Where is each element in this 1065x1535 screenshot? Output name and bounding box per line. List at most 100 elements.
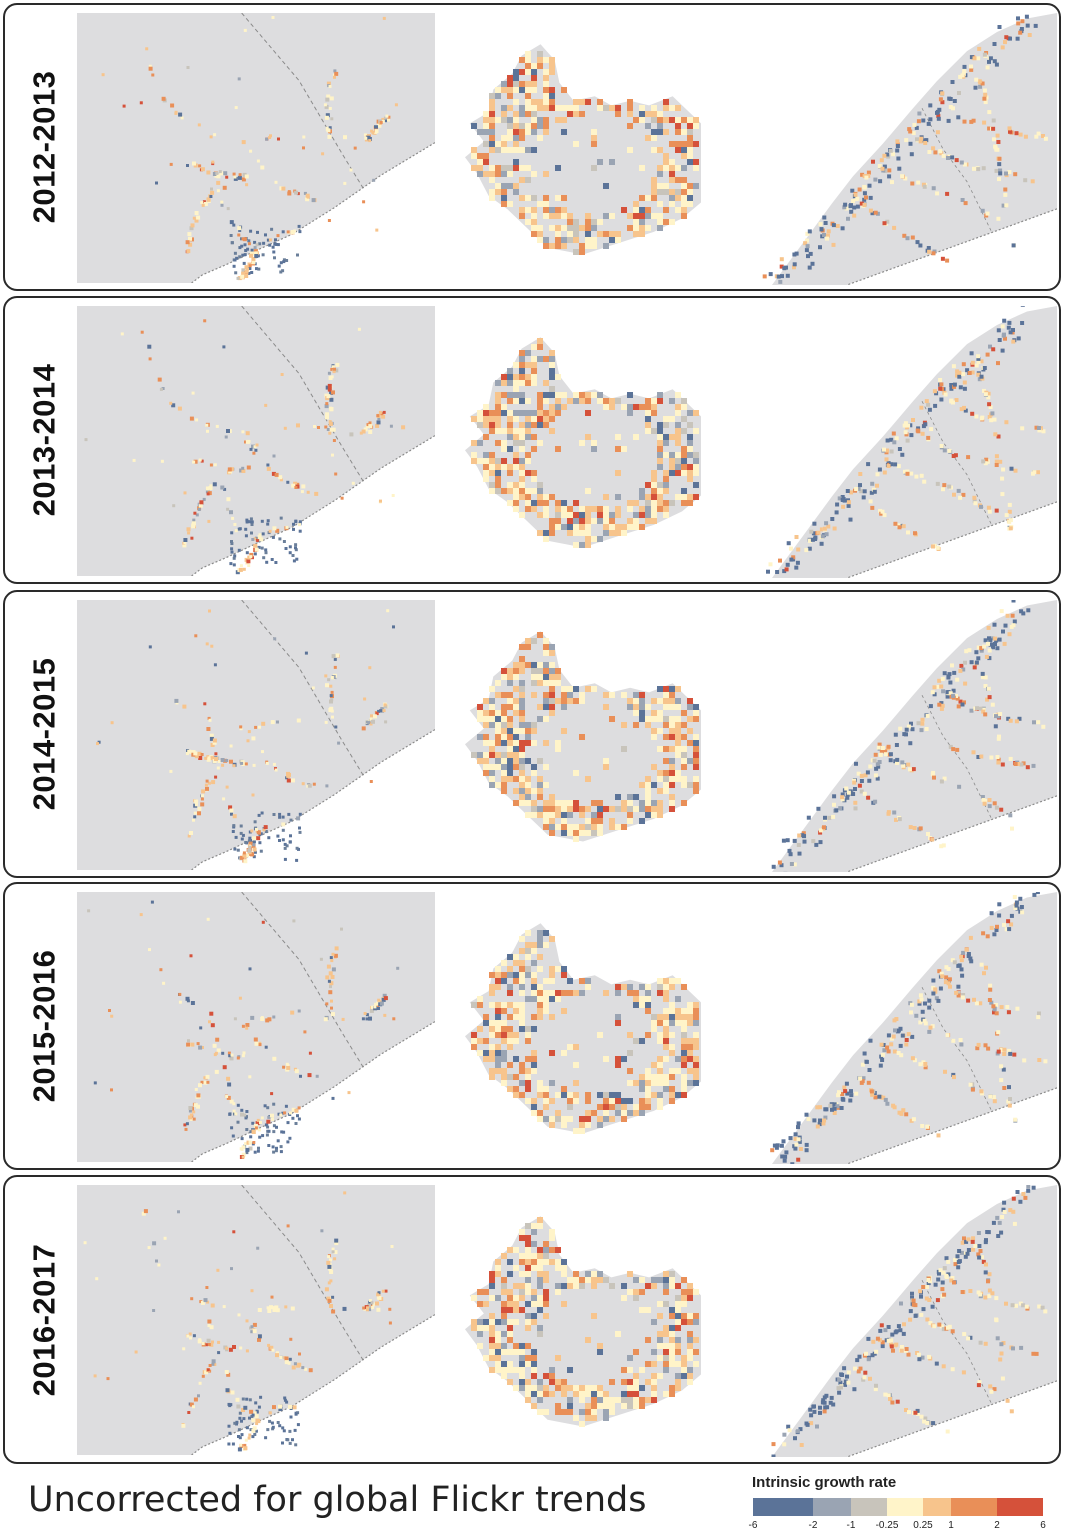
growth-cell (999, 1351, 1004, 1356)
growth-cell (919, 1414, 924, 1419)
growth-cell (525, 494, 531, 500)
growth-cell (477, 410, 483, 416)
growth-cell (483, 111, 489, 117)
coast-cell (771, 1442, 776, 1447)
coast-cell (864, 195, 868, 200)
growth-cell (531, 1223, 537, 1229)
growth-cell (681, 984, 687, 990)
growth-cell (543, 1259, 549, 1265)
coast-cell (298, 812, 302, 816)
growth-cell (995, 1215, 1000, 1220)
growth-cell (597, 1092, 603, 1098)
growth-cell (651, 734, 657, 740)
coast-cell (889, 1338, 894, 1343)
growth-cell (186, 164, 189, 167)
growth-cell (939, 1324, 944, 1329)
coast-cell (861, 1076, 866, 1081)
growth-cell (663, 716, 669, 722)
coast-cell (824, 1107, 829, 1112)
coast-cell (852, 205, 857, 210)
coast-cell (904, 138, 909, 143)
growth-cell (369, 780, 373, 783)
growth-cell (615, 806, 621, 812)
growth-cell (283, 1111, 287, 1115)
growth-cell (693, 482, 699, 488)
growth-cell (495, 1044, 501, 1050)
coast-cell (285, 259, 289, 262)
growth-cell (941, 153, 946, 158)
growth-cell (1036, 1015, 1041, 1020)
growth-cell (1006, 716, 1011, 721)
growth-cell (976, 1383, 981, 1388)
growth-cell (537, 105, 543, 111)
growth-cell (675, 129, 681, 135)
growth-cell (525, 219, 531, 225)
growth-cell (220, 200, 224, 204)
coastline (191, 729, 435, 870)
growth-cell (868, 1376, 872, 1381)
growth-cell (916, 429, 921, 434)
growth-cell (537, 344, 543, 350)
growth-cell (681, 1295, 687, 1301)
growth-cell (663, 416, 669, 422)
growth-cell (639, 818, 645, 824)
growth-cell (537, 1331, 543, 1337)
coast-cell (806, 254, 810, 259)
growth-cell (675, 1349, 681, 1355)
coast-cell (826, 524, 831, 529)
growth-cell (525, 380, 531, 386)
growth-cell (934, 1361, 939, 1366)
growth-cell (178, 992, 182, 996)
growth-cell (555, 398, 561, 404)
growth-cell (1008, 129, 1012, 134)
growth-cell (281, 822, 286, 827)
coast-cell (1020, 306, 1025, 307)
growth-cell (326, 94, 331, 99)
growth-cell (573, 824, 579, 830)
growth-cell (495, 972, 501, 978)
coast-cell (959, 1250, 964, 1255)
growth-cell (267, 1343, 271, 1347)
growth-cell (108, 1009, 111, 1012)
growth-cell (268, 136, 272, 139)
coast-cell (259, 849, 263, 853)
coast-cell (876, 764, 881, 769)
growth-cell (831, 223, 836, 228)
growth-cell (974, 660, 979, 665)
growth-cell (615, 1062, 621, 1068)
growth-cell (941, 843, 946, 848)
growth-cell (591, 1391, 597, 1397)
coast-cell (838, 1380, 843, 1385)
coast-cell (251, 1121, 255, 1125)
growth-cell (1011, 243, 1016, 248)
growth-cell (368, 666, 372, 670)
growth-cell (189, 954, 193, 958)
growth-cell (561, 117, 567, 123)
growth-cell (513, 362, 519, 368)
coast-cell (1009, 913, 1014, 918)
growth-cell (885, 1045, 890, 1050)
growth-cell (370, 1302, 375, 1307)
growth-cell (639, 1367, 645, 1373)
coast-cell (904, 1038, 909, 1042)
growth-cell (525, 1026, 531, 1032)
growth-cell (537, 404, 543, 410)
growth-cell (537, 794, 543, 800)
growth-cell (627, 812, 633, 818)
growth-cell (513, 464, 519, 470)
growth-cell (513, 99, 519, 105)
coast-cell (929, 427, 934, 432)
coast-cell (870, 481, 875, 486)
growth-cell (555, 404, 561, 410)
coast-cell (832, 794, 837, 799)
coast-cell (288, 551, 292, 555)
coast-cell (244, 841, 248, 844)
growth-cell (531, 1313, 537, 1319)
growth-cell (549, 818, 555, 824)
growth-cell (489, 764, 495, 770)
growth-cell (489, 422, 495, 428)
growth-cell (864, 1351, 868, 1356)
coast-cell (915, 137, 919, 142)
growth-cell (519, 392, 525, 398)
coast-cell (288, 1136, 292, 1140)
